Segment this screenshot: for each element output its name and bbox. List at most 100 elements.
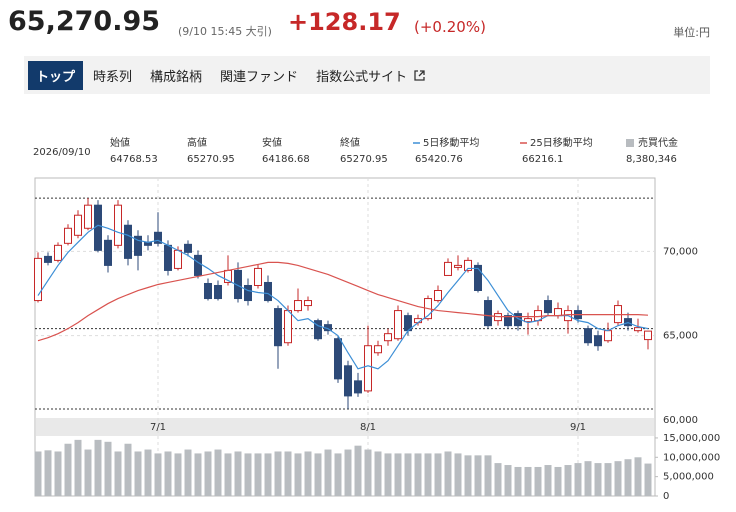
candle-body bbox=[124, 224, 132, 259]
candle-body bbox=[344, 365, 352, 397]
volume-bar bbox=[44, 450, 52, 496]
moving-average-line bbox=[37, 261, 649, 342]
candle-body bbox=[64, 227, 72, 244]
candle-body bbox=[304, 300, 312, 307]
candle-body bbox=[274, 308, 282, 347]
volume-bar bbox=[364, 449, 372, 496]
volume-bar bbox=[414, 453, 422, 496]
info-value: 65270.95 bbox=[340, 154, 388, 165]
volume-bar bbox=[104, 441, 112, 496]
volume-bar bbox=[424, 453, 432, 496]
x-tick-label: 7/1 bbox=[150, 422, 166, 433]
candle-body bbox=[334, 338, 342, 380]
volume-bar bbox=[514, 466, 522, 496]
candle-body bbox=[504, 315, 512, 327]
candle-body bbox=[434, 290, 442, 302]
volume-bar bbox=[234, 451, 242, 496]
volume-bar bbox=[244, 453, 252, 496]
volume-bar bbox=[224, 453, 232, 496]
candle-body bbox=[474, 264, 482, 292]
candle-body bbox=[184, 243, 192, 253]
volume-bar bbox=[254, 453, 262, 496]
info-value: 64186.68 bbox=[262, 154, 310, 165]
volume-bar bbox=[214, 449, 222, 496]
volume-bar bbox=[34, 451, 42, 496]
volume-bar bbox=[304, 451, 312, 496]
y-tick-label: 60,000 bbox=[663, 415, 698, 426]
candle-body bbox=[384, 333, 392, 342]
volume-bar bbox=[394, 453, 402, 496]
tab-bar: トップ 時系列 構成銘柄 関連ファンド 指数公式サイト bbox=[24, 56, 710, 94]
volume-bar bbox=[594, 463, 602, 496]
candle-body bbox=[214, 284, 222, 300]
volume-bar bbox=[614, 461, 622, 496]
volume-bar bbox=[434, 453, 442, 496]
volume-bar bbox=[624, 459, 632, 496]
volume-bar bbox=[564, 465, 572, 496]
volume-tick-label: 15,000,000 bbox=[663, 433, 720, 444]
legend-swatch bbox=[626, 139, 634, 147]
volume-bar bbox=[154, 453, 162, 496]
candle-body bbox=[114, 204, 122, 246]
volume-bar bbox=[274, 451, 282, 496]
tab[interactable]: 構成銘柄 bbox=[150, 69, 203, 85]
info-value: 65420.76 bbox=[415, 154, 463, 165]
volume-bar bbox=[284, 451, 292, 496]
candle-body bbox=[234, 269, 242, 300]
candle-body bbox=[34, 257, 42, 302]
candle-body bbox=[44, 255, 52, 263]
info-label: 安値 bbox=[262, 136, 282, 149]
candle-body bbox=[594, 335, 602, 347]
volume-tick-label: 0 bbox=[663, 491, 669, 502]
candle-body bbox=[454, 264, 462, 268]
candle-body bbox=[284, 310, 292, 344]
tab[interactable]: 関連ファンド bbox=[220, 69, 299, 85]
current-price: 65,270.95 bbox=[8, 6, 161, 37]
candle-body bbox=[84, 204, 92, 229]
candle-body bbox=[94, 204, 102, 251]
tab-label: 指数公式サイト bbox=[316, 69, 408, 85]
volume-bar bbox=[114, 451, 122, 496]
volume-bar bbox=[184, 449, 192, 496]
candle-body bbox=[54, 244, 62, 261]
volume-bar bbox=[164, 451, 172, 496]
volume-bar bbox=[264, 453, 272, 496]
change-percent: (+0.20%) bbox=[414, 18, 486, 36]
info-value: 66216.1 bbox=[522, 154, 563, 165]
volume-bar bbox=[64, 443, 72, 496]
legend-label: 25日移動平均 bbox=[530, 136, 593, 149]
candle-body bbox=[134, 235, 142, 256]
candle-body bbox=[294, 300, 302, 312]
candle-body bbox=[544, 300, 552, 314]
volume-bar bbox=[174, 453, 182, 496]
volume-bar bbox=[344, 449, 352, 496]
candle-body bbox=[464, 259, 472, 271]
date-band bbox=[36, 418, 654, 436]
candle-body bbox=[314, 320, 322, 340]
candle-body bbox=[524, 318, 532, 323]
tab[interactable]: トップ bbox=[28, 60, 84, 90]
candle-body bbox=[634, 327, 642, 332]
info-date: 2026/09/10 bbox=[33, 147, 91, 158]
candle-body bbox=[164, 244, 172, 271]
volume-bar bbox=[384, 453, 392, 496]
volume-bar bbox=[74, 439, 82, 496]
tab[interactable]: 指数公式サイト bbox=[308, 61, 433, 90]
volume-bar bbox=[554, 466, 562, 496]
volume-bar bbox=[124, 443, 132, 496]
candle-body bbox=[394, 310, 402, 340]
volume-bar bbox=[54, 451, 62, 496]
candle-body bbox=[444, 261, 452, 276]
volume-bar bbox=[314, 453, 322, 496]
candle-body bbox=[174, 249, 182, 269]
volume-bar bbox=[404, 453, 412, 496]
tab[interactable]: 時系列 bbox=[93, 69, 133, 85]
legend-label: 5日移動平均 bbox=[423, 136, 479, 149]
volume-bar bbox=[294, 453, 302, 496]
volume-bar bbox=[334, 453, 342, 496]
volume-bar bbox=[524, 466, 532, 496]
volume-bar bbox=[374, 451, 382, 496]
candle-body bbox=[644, 330, 652, 341]
candle-body bbox=[354, 380, 362, 394]
